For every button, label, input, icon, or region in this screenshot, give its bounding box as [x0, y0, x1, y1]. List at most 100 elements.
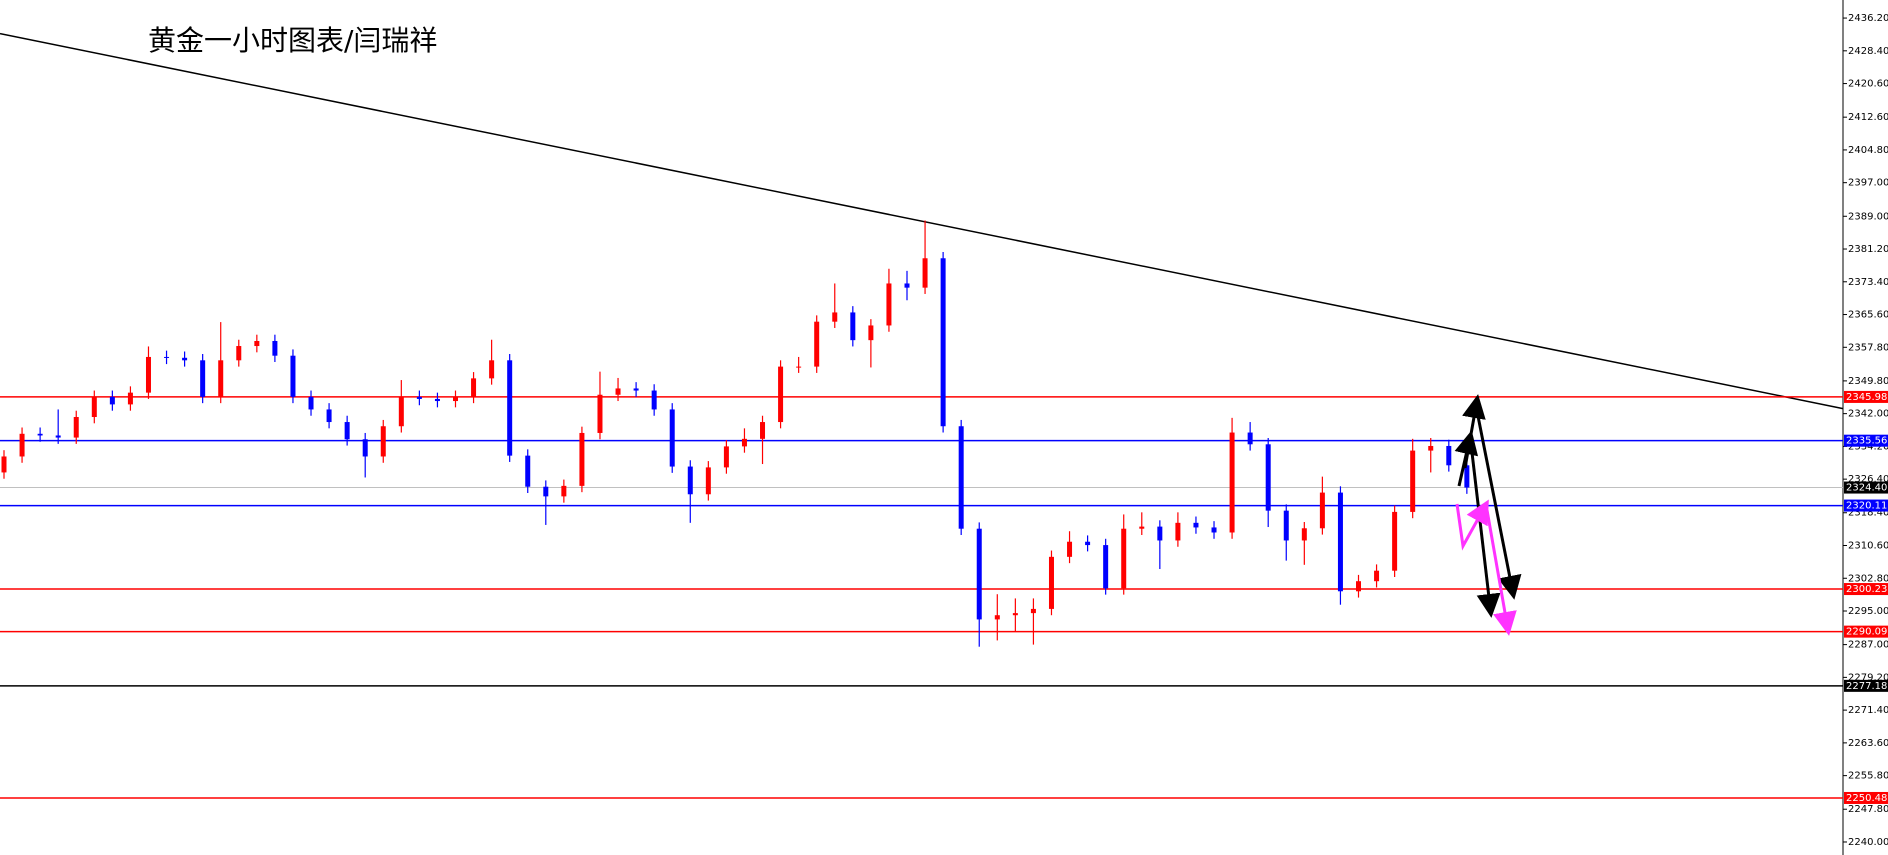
- level-label-box: [1844, 434, 1888, 447]
- y-tick-label: 2263.60: [1848, 738, 1888, 749]
- y-tick-label: 2381.20: [1848, 244, 1888, 255]
- y-tick-label: 2349.80: [1848, 376, 1888, 387]
- y-tick-label: 2326.40: [1848, 474, 1888, 485]
- y-tick-label: 2420.60: [1848, 79, 1888, 90]
- candle-body: [1464, 465, 1470, 488]
- candle-body: [669, 409, 675, 467]
- candle-body: [1103, 545, 1109, 589]
- candle-body: [1319, 492, 1325, 529]
- y-tick-label: 2412.60: [1848, 112, 1888, 123]
- candle-body: [1229, 432, 1235, 533]
- candle-body: [940, 258, 946, 427]
- level-label-box: [1844, 791, 1888, 804]
- candle-body: [723, 446, 729, 468]
- last-price-box: [1844, 481, 1888, 494]
- candle-body: [1030, 608, 1036, 614]
- candle-body: [182, 357, 188, 361]
- candle-body: [1283, 510, 1289, 541]
- candle-body: [1193, 522, 1199, 528]
- candle-body: [127, 392, 133, 405]
- y-tick-label: 2255.80: [1848, 771, 1888, 782]
- candle-body: [543, 486, 549, 497]
- candle-body: [109, 396, 115, 405]
- candle-body: [579, 432, 585, 486]
- arrow: [1485, 509, 1517, 636]
- candle-body: [886, 283, 892, 326]
- candle-body: [1085, 541, 1091, 546]
- candle-body: [272, 340, 278, 356]
- projection-arrows: [1454, 394, 1522, 636]
- candle-body: [1428, 445, 1434, 451]
- candle-body: [615, 388, 621, 395]
- level-label-box: [1844, 499, 1888, 512]
- y-tick-label: 2334.20: [1848, 441, 1888, 452]
- y-tick-label: 2240.00: [1848, 837, 1888, 848]
- y-tick-label: 2428.40: [1848, 46, 1888, 57]
- candle-body: [868, 325, 874, 341]
- candle-body: [362, 439, 368, 457]
- candle-body: [651, 390, 657, 410]
- candle-body: [525, 455, 531, 487]
- candle-body: [507, 360, 513, 456]
- y-tick-label: 2373.40: [1848, 277, 1888, 288]
- level-label: 2320.11: [1846, 501, 1887, 512]
- level-label: 2277.18: [1846, 681, 1887, 692]
- candle-body: [1211, 527, 1217, 533]
- candle-body: [236, 346, 242, 361]
- candle-body: [1, 456, 7, 473]
- candle-body: [1301, 528, 1307, 541]
- candle-body: [1265, 444, 1271, 511]
- y-tick-label: 2302.80: [1848, 573, 1888, 584]
- candle-body: [200, 360, 206, 397]
- candle-body: [976, 528, 982, 620]
- candle-body: [1048, 556, 1054, 609]
- level-label-box: [1844, 583, 1888, 596]
- candle-body: [1012, 613, 1018, 616]
- y-tick-label: 2310.60: [1848, 541, 1888, 552]
- y-tick-label: 2357.80: [1848, 342, 1888, 353]
- candle-body: [1157, 526, 1163, 541]
- candle-body: [1139, 526, 1145, 529]
- candle-body: [1337, 492, 1343, 592]
- candle-body: [705, 467, 711, 495]
- candle-body: [904, 283, 910, 288]
- candle-body: [922, 258, 928, 288]
- candle-body: [326, 409, 332, 423]
- arrow: [1474, 405, 1522, 600]
- level-label-box: [1844, 390, 1888, 403]
- level-label: 2300.23: [1846, 584, 1887, 595]
- candle-body: [37, 433, 43, 436]
- candle-body: [1392, 511, 1398, 571]
- candle-body: [561, 485, 567, 497]
- candle-body: [218, 360, 224, 397]
- arrow: [1462, 394, 1486, 469]
- y-tick-label: 2397.00: [1848, 178, 1888, 189]
- candle-body: [73, 417, 79, 438]
- arrow: [1455, 499, 1489, 551]
- candle-body: [1067, 541, 1073, 557]
- y-tick-label: 2271.40: [1848, 705, 1888, 716]
- y-tick-label: 2342.00: [1848, 409, 1888, 420]
- chart-title: 黄金一小时图表/闫瑞祥: [148, 24, 437, 57]
- candle-body: [91, 396, 97, 418]
- y-tick-label: 2318.40: [1848, 508, 1888, 519]
- candle-body: [434, 398, 440, 402]
- candle-body: [55, 435, 61, 438]
- candle-body: [471, 378, 477, 397]
- candle-body: [380, 426, 386, 457]
- candle-body: [1356, 581, 1361, 592]
- candle-body: [832, 312, 838, 322]
- candle-body: [398, 396, 404, 427]
- candle-body: [308, 396, 314, 410]
- y-tick-label: 2404.80: [1848, 145, 1888, 156]
- level-label: 2335.56: [1846, 436, 1887, 447]
- candle-body: [290, 355, 296, 397]
- candle-body: [416, 396, 422, 399]
- candle-body: [778, 366, 784, 423]
- last-price-label: 2324.40: [1846, 483, 1887, 494]
- candle-body: [597, 394, 603, 433]
- candle-body: [814, 321, 820, 367]
- y-tick-label: 2287.00: [1848, 640, 1888, 651]
- level-label: 2290.09: [1846, 627, 1887, 638]
